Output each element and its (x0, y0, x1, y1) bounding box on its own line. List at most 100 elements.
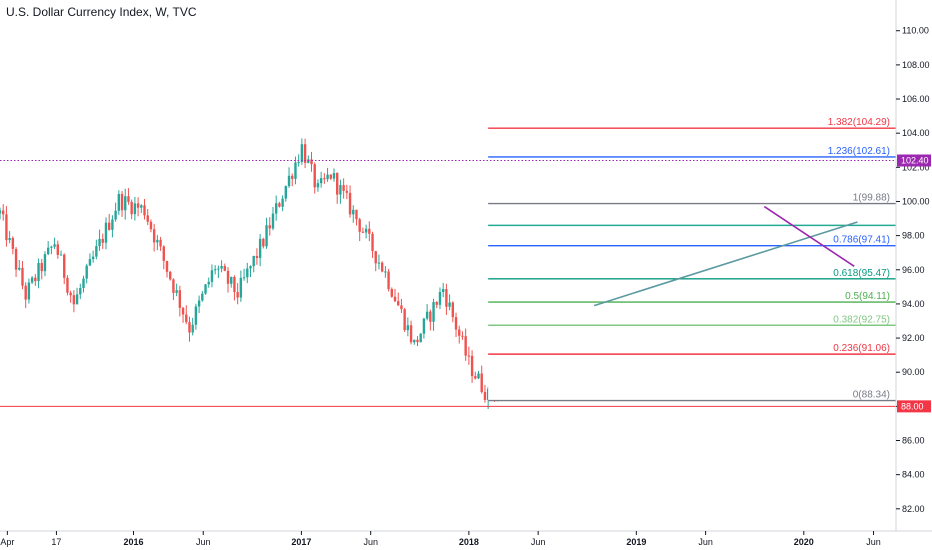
candle-body-10 (30, 277, 34, 283)
candle-body-40 (127, 196, 130, 202)
candle-body-24 (75, 294, 79, 305)
x-tick-label-5: Jun (363, 537, 378, 547)
y-tick-label-14: 110.00 (902, 26, 929, 36)
fib-band-2 (488, 302, 896, 326)
candle-body-50 (159, 239, 162, 247)
candle-body-119 (380, 262, 384, 272)
trendlines-layer (593, 205, 858, 307)
candle-body-144 (461, 335, 464, 337)
candle-body-118 (377, 262, 381, 264)
candle-body-122 (390, 289, 393, 297)
candle-body-136 (435, 302, 438, 305)
candle-body-69 (220, 266, 223, 269)
fib-label-3: 0.5(94.11) (845, 291, 890, 302)
candle-body-132 (422, 318, 426, 334)
x-tick-label-2: 2016 (123, 537, 143, 547)
candle-body-86 (274, 203, 278, 214)
candle-body-101 (323, 178, 326, 180)
candle-body-37 (117, 194, 121, 211)
candle-body-53 (169, 271, 172, 280)
y-tick-label-12: 106.00 (902, 94, 930, 104)
x-tick-label-6: 2018 (459, 537, 479, 547)
fib-band-4 (488, 245, 896, 279)
candle-body-1 (2, 210, 5, 215)
candle-body-93 (297, 161, 300, 163)
candle-body-54 (172, 279, 175, 293)
candle-body-106 (339, 185, 342, 195)
x-tick-label-1: 17 (51, 537, 61, 547)
fib-label-6: 1(99.88) (853, 193, 890, 204)
candle-body-16 (50, 246, 53, 248)
candle-body-26 (82, 278, 85, 289)
candle-body-15 (46, 247, 50, 255)
candle-body-67 (213, 269, 217, 271)
candle-body-68 (217, 268, 220, 270)
candle-body-75 (239, 277, 243, 298)
candle-body-123 (393, 296, 397, 302)
candle-body-128 (409, 325, 413, 343)
candle-body-27 (85, 265, 88, 279)
candle-body-33 (104, 222, 108, 243)
candle-body-14 (43, 254, 47, 272)
fib-label-1: 0.236(91.06) (833, 343, 890, 354)
candle-body-104 (332, 173, 336, 179)
candle-body-70 (223, 266, 227, 271)
y-tick-label-8: 98.00 (902, 231, 925, 241)
candle-body-55 (175, 290, 178, 293)
x-tick-label-10: 2020 (794, 537, 814, 547)
candle-body-73 (233, 276, 236, 293)
x-tick-label-9: Jun (698, 537, 713, 547)
candle-body-92 (294, 162, 297, 179)
candle-body-20 (63, 254, 66, 278)
candle-body-90 (287, 175, 291, 187)
candle-body-60 (191, 324, 194, 333)
trendline-0 (593, 221, 858, 307)
candle-body-148 (474, 376, 477, 379)
x-tick-label-0: Apr (0, 537, 14, 547)
candle-body-39 (124, 196, 127, 211)
candle-body-78 (249, 266, 252, 269)
candle-body-31 (98, 238, 101, 247)
candle-body-133 (425, 311, 429, 319)
candle-body-35 (111, 219, 114, 230)
candle-body-13 (40, 262, 43, 272)
candle-body-115 (368, 228, 371, 234)
candle-body-150 (480, 373, 483, 393)
y-tick-label-10: 102.00 (902, 162, 930, 172)
candle-body-4 (11, 238, 15, 249)
candle-body-21 (66, 277, 69, 293)
candle-body-58 (185, 314, 188, 323)
fib-band-0 (488, 354, 896, 401)
fib-levels-layer: 0(88.34) 0.236(91.06) 0.382(92.75) 0.5(94.1… (0, 117, 896, 407)
candle-body-2 (5, 214, 8, 241)
candle-body-51 (162, 246, 165, 261)
price-badge-label-0: 102.40 (901, 155, 929, 165)
candle-body-141 (451, 302, 455, 318)
candle-body-47 (149, 221, 153, 230)
candle-body-62 (197, 300, 201, 307)
candle-body-147 (470, 355, 474, 377)
fib-label-4: 0.618(95.47) (833, 268, 890, 279)
candle-body-116 (371, 233, 374, 252)
candle-body-105 (336, 173, 339, 195)
candle-body-66 (210, 270, 214, 282)
price-badge-1 (897, 400, 931, 413)
candle-body-76 (242, 277, 246, 279)
x-tick-label-4: 2017 (291, 537, 311, 547)
candle-body-7 (21, 267, 24, 286)
candle-body-22 (69, 292, 72, 296)
candle-body-142 (454, 317, 458, 330)
candle-body-9 (27, 282, 31, 300)
candle-body-77 (246, 268, 249, 278)
candle-body-19 (59, 254, 63, 256)
candle-body-59 (188, 322, 191, 333)
candle-body-0 (0, 210, 2, 214)
candle-body-57 (181, 307, 185, 315)
candle-body-32 (101, 238, 104, 243)
candle-body-43 (136, 203, 140, 208)
candle-body-129 (413, 339, 416, 343)
candle-body-82 (262, 238, 265, 247)
candle-body-89 (284, 186, 288, 199)
candle-body-48 (152, 229, 156, 243)
candle-body-79 (252, 255, 255, 267)
